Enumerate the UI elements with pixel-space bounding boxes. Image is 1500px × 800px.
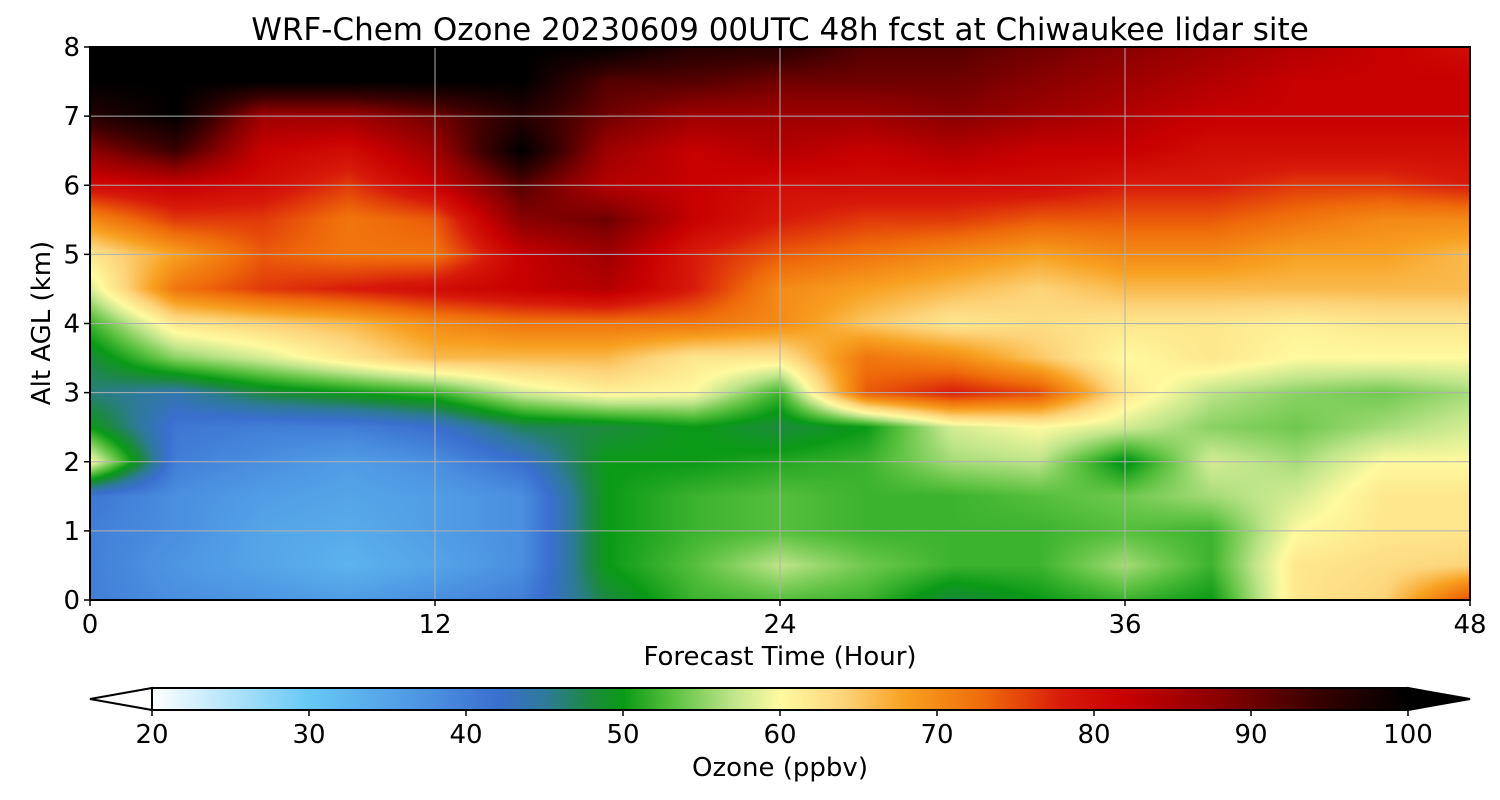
y-axis: 0 1 2 3 4 5 6 7 8 [63,33,90,616]
y-axis-label: Alt AGL (km) [27,241,57,405]
x-tick-label: 48 [1453,610,1486,640]
colorbar-label: Ozone (ppbv) [692,753,868,783]
colorbar-tick-label: 50 [606,720,639,750]
colorbar-right-extend [1407,686,1471,712]
colorbar-tick-label: 40 [449,720,482,750]
y-tick-label: 4 [63,310,80,340]
colorbar-tick-label: 80 [1077,720,1110,750]
y-tick-label: 7 [63,102,80,132]
x-axis: 0 12 24 36 48 [82,600,1487,640]
x-tick-label: 36 [1108,610,1141,640]
y-tick-label: 5 [63,240,80,270]
colorbar-tick-label: 60 [763,720,796,750]
colorbar-tick-label: 100 [1383,720,1433,750]
colorbar-tick-label: 90 [1234,720,1267,750]
y-tick-label: 0 [63,586,80,616]
colorbar-left-extend [89,686,153,712]
colorbar-gradient [152,688,1408,710]
chart-title: WRF-Chem Ozone 20230609 00UTC 48h fcst a… [251,12,1309,48]
colorbar-ticks: 20 30 40 50 60 70 80 90 100 [135,710,1433,750]
colorbar-tick-label: 20 [135,720,168,750]
y-tick-label: 2 [63,448,80,478]
y-tick-label: 1 [63,517,80,547]
y-tick-label: 3 [63,379,80,409]
x-tick-label: 24 [763,610,796,640]
x-axis-label: Forecast Time (Hour) [643,642,916,672]
colorbar: 20 30 40 50 60 70 80 90 100 Ozone (ppbv) [89,686,1471,783]
colorbar-tick-label: 30 [292,720,325,750]
x-tick-label: 0 [82,610,99,640]
colorbar-tick-label: 70 [920,720,953,750]
plot-area [89,46,1471,601]
y-tick-label: 8 [63,33,80,63]
x-tick-label: 12 [418,610,451,640]
grid-lines [90,47,1470,600]
y-tick-label: 6 [63,171,80,201]
